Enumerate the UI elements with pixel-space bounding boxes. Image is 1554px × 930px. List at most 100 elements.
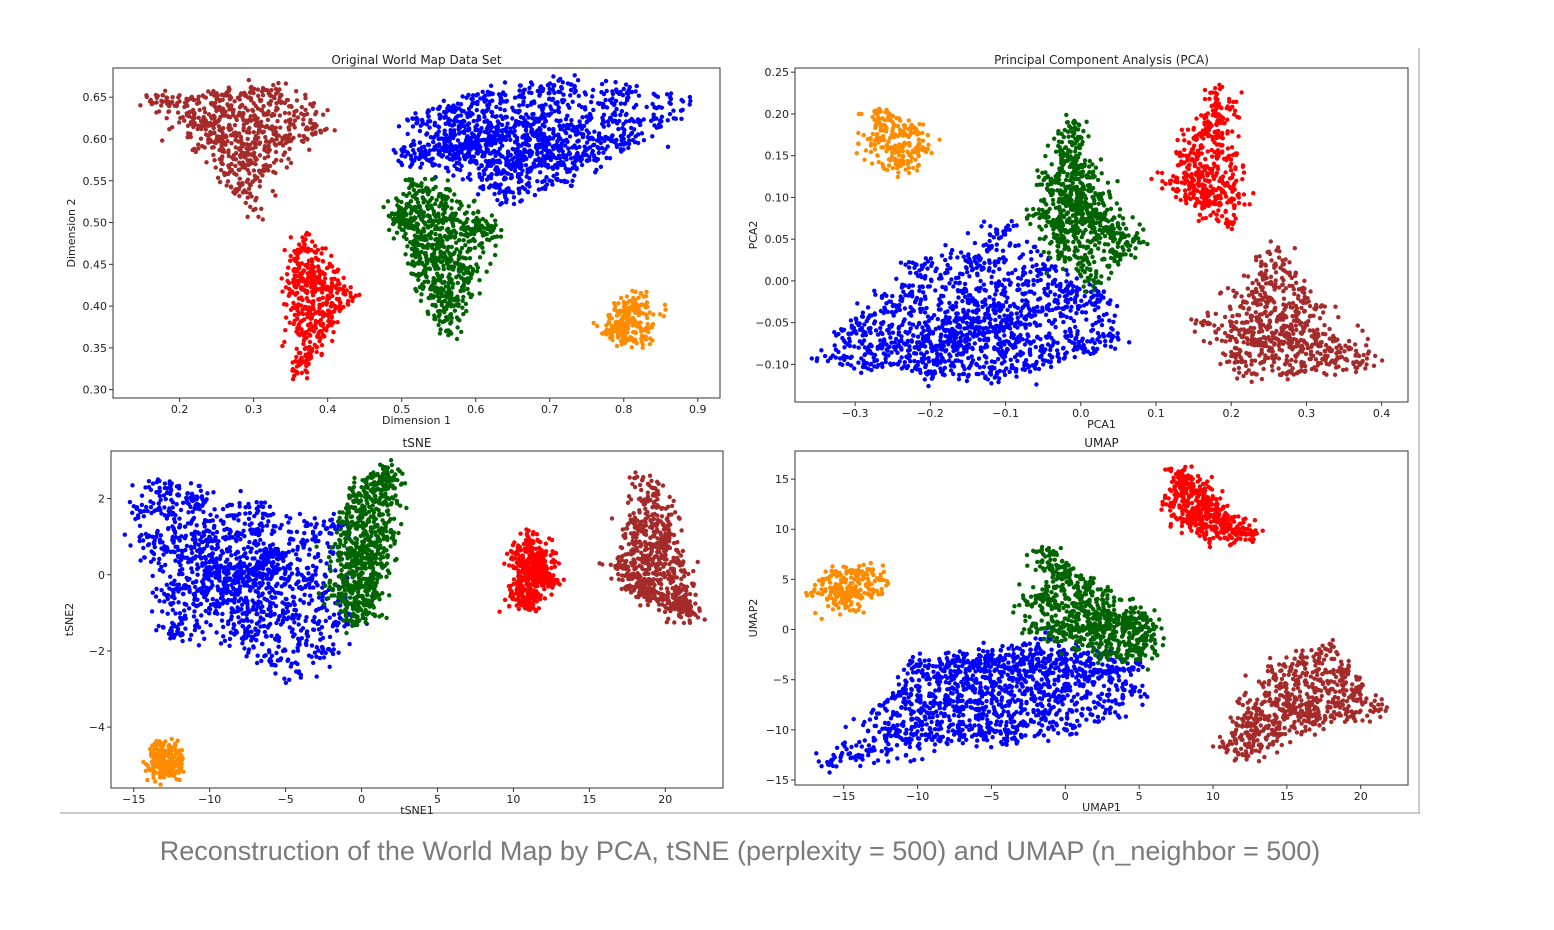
data-point [885,309,890,315]
data-point [572,155,577,160]
data-point [304,125,310,130]
series-red [279,230,362,382]
data-point [540,179,545,185]
data-point [601,124,606,129]
data-point [1034,382,1039,387]
data-point [524,124,529,130]
data-point [959,359,964,364]
data-point [462,153,467,158]
data-point [949,339,954,344]
data-point [465,266,471,271]
data-point [933,288,938,293]
data-point [299,295,304,300]
data-point [310,239,315,244]
data-point [487,162,493,167]
data-point [443,284,448,289]
data-point [299,370,304,376]
data-point [1103,338,1108,344]
data-point [216,124,222,129]
data-point [302,112,307,118]
data-point [279,92,284,98]
data-point [964,378,970,384]
data-point [304,376,310,381]
data-point [479,163,484,168]
data-point [321,280,327,285]
data-point [572,90,577,95]
data-point [309,316,314,321]
data-point [220,135,226,140]
data-point [687,102,692,107]
data-point [495,119,500,124]
data-point [1061,319,1066,325]
data-point [585,134,590,140]
data-point [203,118,209,123]
data-point [477,278,482,283]
data-point [470,100,475,106]
data-point [969,354,974,359]
data-point [207,139,212,145]
data-point [245,162,250,167]
data-point [414,240,420,245]
data-point [919,356,925,361]
data-point [560,149,565,154]
data-point [1011,223,1016,229]
data-point [437,331,443,336]
data-point [599,145,605,151]
data-point [455,138,461,143]
data-point [1015,315,1020,321]
data-point [255,175,260,180]
data-point [219,160,224,166]
data-point [490,113,495,119]
data-point [608,331,614,337]
data-point [390,221,396,227]
figure-svg: 0.2 0.3 0.4 0.5 0.6 0.7 0.8 0.90.300.350.400.45… [60,48,1420,817]
data-point [843,340,848,345]
data-point [999,320,1004,325]
data-point [475,92,480,97]
data-point [414,191,419,196]
data-point [610,337,615,343]
data-point [862,322,867,327]
data-point [273,125,278,130]
data-point [1001,339,1006,345]
data-point [953,275,959,281]
x-axis-label: Dimension 1 [382,414,451,427]
data-point [320,323,325,328]
data-point [458,167,463,173]
data-point [582,148,588,153]
data-point [925,284,931,289]
data-point [320,246,325,251]
data-point [952,336,958,341]
data-point [978,278,983,284]
data-point [1020,367,1025,372]
data-point [499,201,504,206]
data-point [474,161,479,166]
data-point [247,171,252,176]
data-point [633,330,638,335]
data-point [435,309,441,314]
data-point [554,156,559,161]
data-point [436,143,441,149]
data-point [182,104,187,110]
data-point [480,89,485,95]
data-point [951,284,956,289]
data-point [917,288,922,293]
data-point [650,323,655,328]
data-point [416,277,421,282]
data-point [512,95,518,100]
data-point [993,292,998,297]
data-point [248,89,254,94]
data-point [431,276,436,281]
data-point [469,131,475,136]
data-point [310,273,315,279]
data-point [466,239,471,244]
data-point [574,167,579,172]
data-point [636,311,641,316]
data-point [903,342,908,347]
data-point [925,314,931,319]
data-point [915,334,921,339]
data-point [429,177,435,182]
data-point [985,306,991,311]
data-point [296,359,301,365]
data-point [1055,340,1060,345]
